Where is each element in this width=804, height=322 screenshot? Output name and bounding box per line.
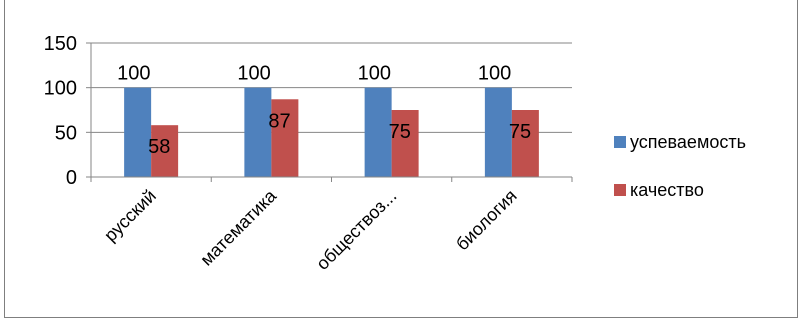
- bar-kachestvo: [151, 125, 179, 177]
- y-tick-label: 50: [55, 122, 77, 144]
- legend-swatch: [614, 184, 626, 196]
- data-label: 100: [237, 63, 270, 85]
- category-label: обществоз...: [312, 186, 400, 274]
- legend: успеваемость качество: [614, 132, 746, 200]
- bar-kachestvo: [391, 110, 419, 177]
- y-tick-label: 0: [66, 167, 77, 189]
- data-label: 100: [358, 63, 391, 85]
- data-label: 100: [478, 63, 511, 85]
- category-label: математика: [196, 185, 281, 270]
- bar-uspevaemost: [244, 87, 272, 177]
- bar-uspevaemost: [124, 87, 152, 177]
- data-label: 75: [509, 121, 531, 143]
- legend-label: успеваемость: [630, 132, 746, 152]
- bar-kachestvo: [511, 110, 539, 177]
- category-label: русский: [100, 186, 160, 246]
- data-labels: 100 58 100 87 100 75 100 75: [117, 63, 531, 159]
- data-label: 58: [148, 136, 170, 158]
- data-label: 100: [117, 63, 150, 85]
- y-tick-label: 100: [44, 78, 77, 100]
- bars: [124, 87, 539, 177]
- y-tick-label: 150: [44, 33, 77, 55]
- data-label: 75: [389, 121, 411, 143]
- category-label: биология: [452, 186, 521, 255]
- legend-label: качество: [630, 180, 704, 200]
- bar-uspevaemost: [364, 87, 392, 177]
- data-label: 87: [268, 110, 290, 132]
- bar-uspevaemost: [484, 87, 512, 177]
- bar-kachestvo: [271, 99, 299, 177]
- legend-swatch: [614, 136, 626, 148]
